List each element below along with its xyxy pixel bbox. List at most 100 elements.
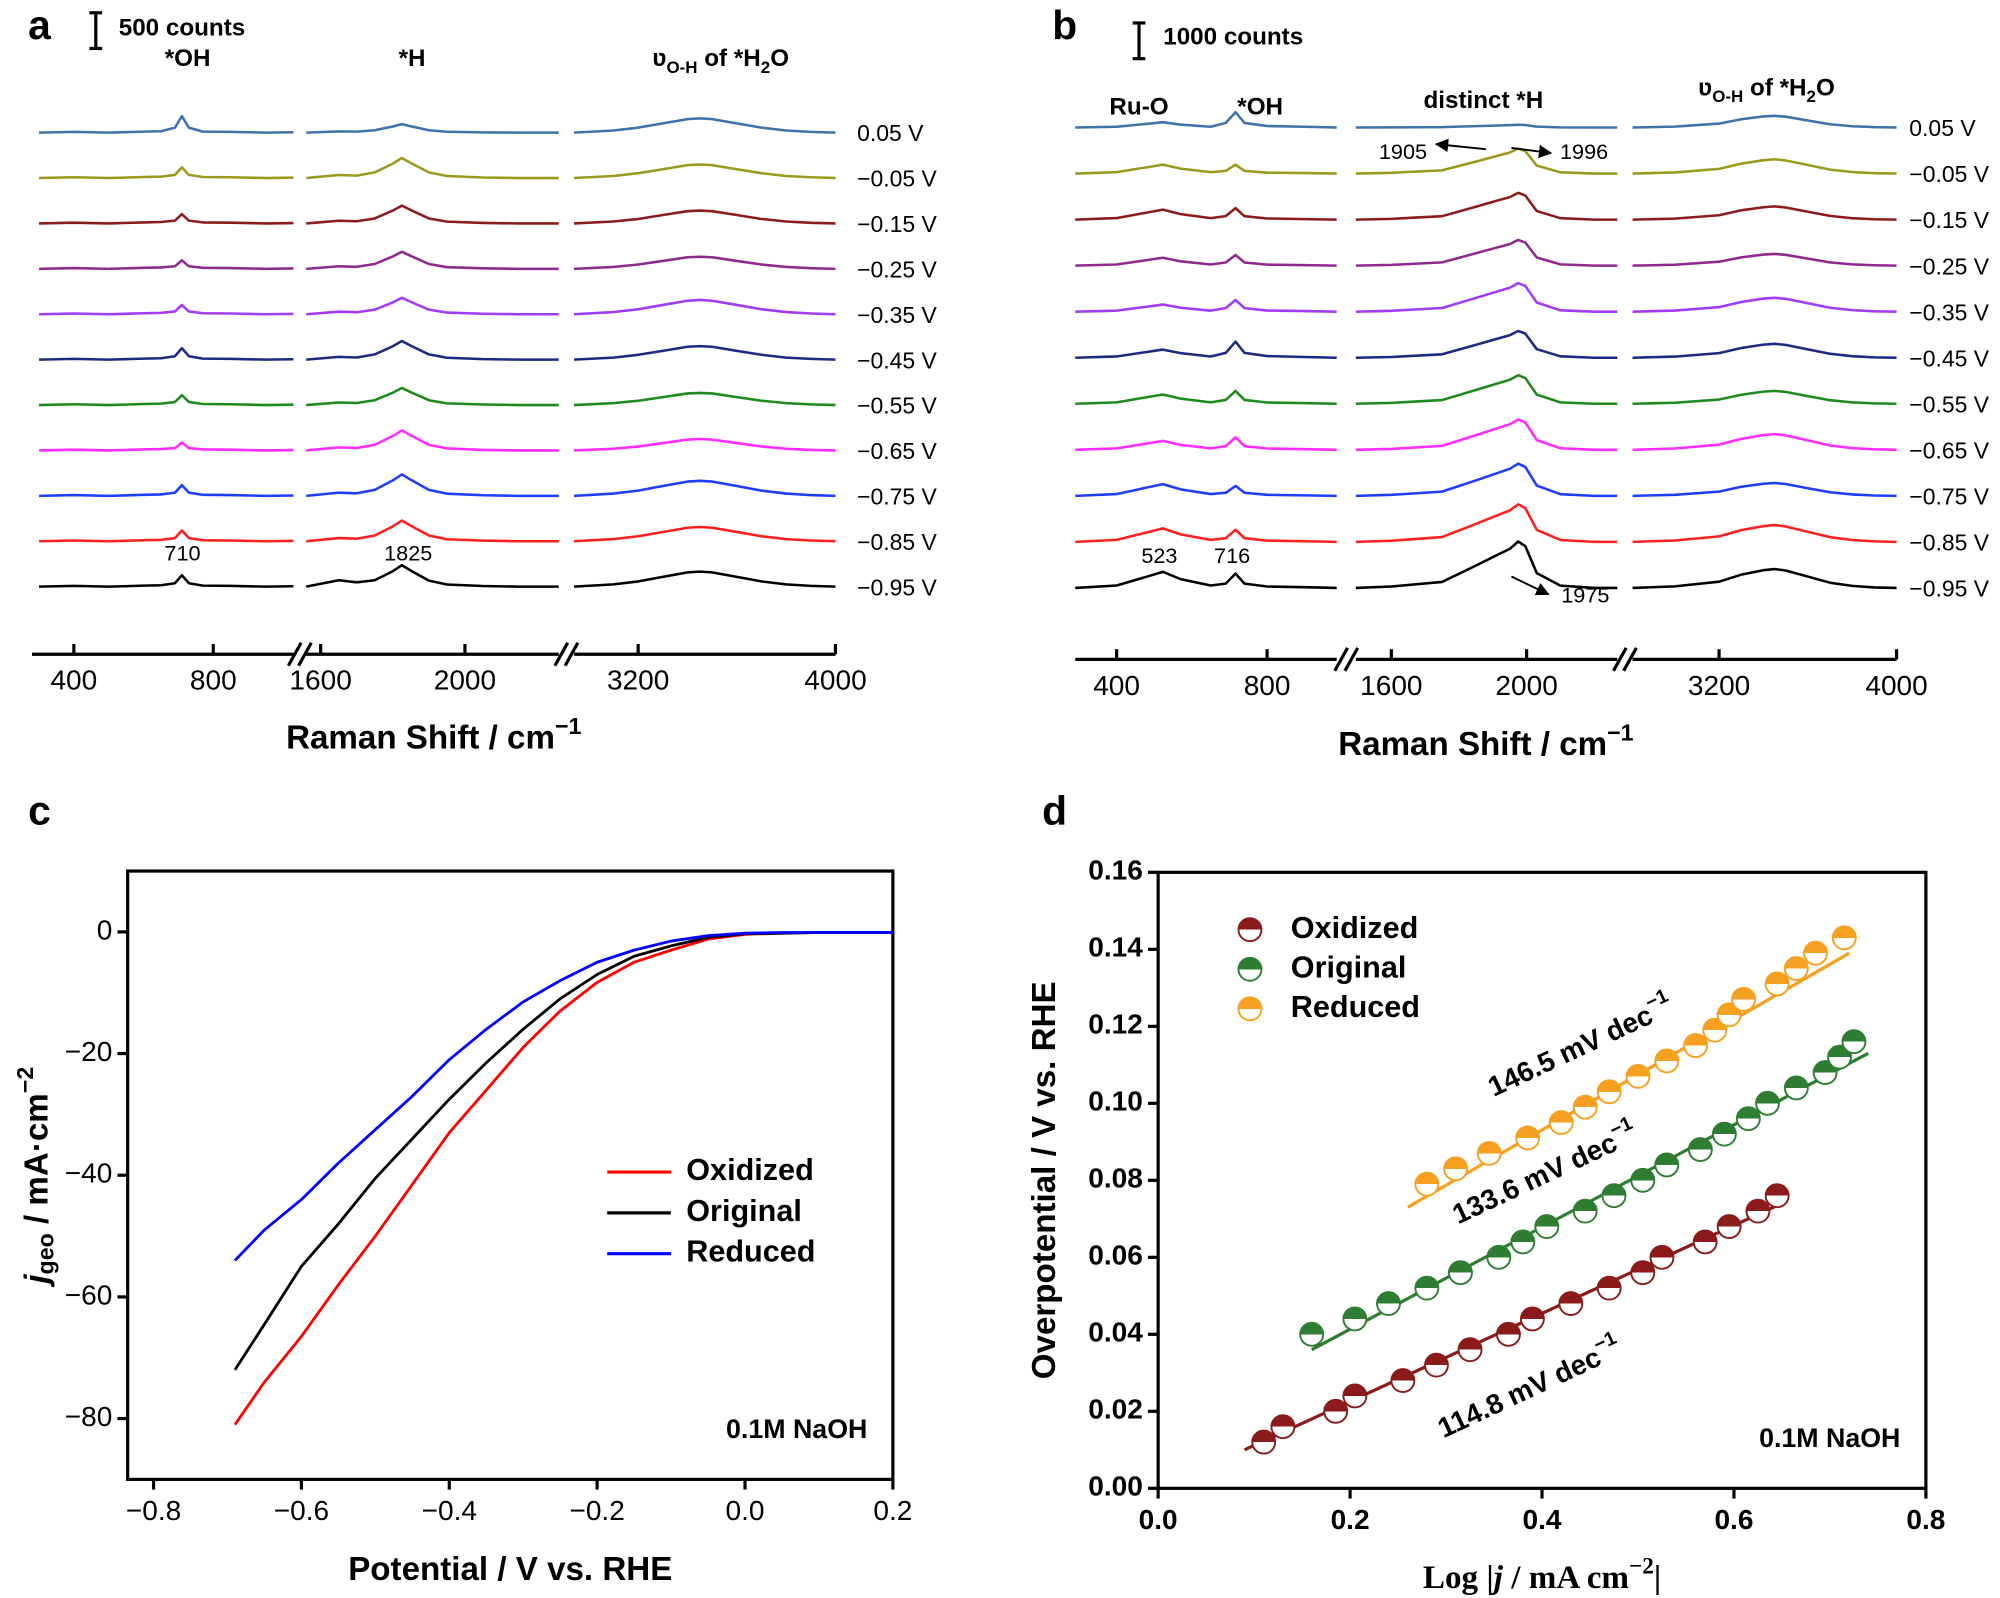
- spectrum-line: [1355, 123, 1618, 129]
- text-part: Log |: [1423, 1559, 1494, 1596]
- series-label: −0.55 V: [1909, 391, 1989, 417]
- data-point: [1457, 1337, 1483, 1363]
- y-tick-label: −40: [65, 1158, 113, 1189]
- axis-break: [1343, 647, 1360, 672]
- spectrum-line: [573, 298, 836, 316]
- series-label: −0.05 V: [857, 166, 937, 192]
- panel-label: c: [28, 787, 51, 833]
- y-tick-label: −80: [65, 1401, 113, 1432]
- x-tick-label: 0.0: [1139, 1504, 1178, 1535]
- peak-label: 1905: [1379, 139, 1427, 164]
- band-header: *OH: [1237, 94, 1283, 121]
- annotation: 0.1M NaOH: [726, 1414, 867, 1444]
- x-tick-label: 400: [50, 665, 97, 696]
- y-tick-label: 0: [97, 914, 113, 945]
- text-part: Potential / V vs. RHE: [348, 1551, 672, 1588]
- x-tick-label: 800: [1244, 670, 1291, 701]
- data-point: [1783, 956, 1809, 982]
- text-part: 146.5 mV dec: [1483, 1000, 1657, 1103]
- peak-label: 710: [164, 541, 200, 566]
- text-part: *OH: [1237, 94, 1283, 121]
- x-tick-label: 4000: [804, 665, 866, 696]
- text-part: ʋ: [1698, 75, 1712, 102]
- data-point: [1596, 1079, 1622, 1105]
- spectrum-line: [1075, 527, 1337, 544]
- y-tick-label: 0.12: [1088, 1009, 1143, 1040]
- spectrum-line: [1355, 462, 1618, 498]
- data-point: [1716, 1002, 1742, 1028]
- x-tick-label: 400: [1093, 670, 1140, 701]
- text-part: geo: [32, 1233, 58, 1274]
- x-tick-label: −0.4: [422, 1495, 477, 1526]
- y-tick-label: 0.16: [1088, 855, 1143, 886]
- data-point: [1448, 1260, 1473, 1286]
- spectrum-line: [573, 209, 836, 225]
- data-point: [1702, 1017, 1728, 1043]
- spectrum-line: [39, 529, 294, 543]
- spectrum-line: [1632, 205, 1897, 221]
- text-part: |: [1654, 1559, 1661, 1596]
- spectrum-line: [305, 563, 559, 588]
- series-label: −0.65 V: [1909, 437, 1989, 463]
- spectrum-line: [39, 441, 294, 452]
- x-tick-label: 0.6: [1714, 1504, 1753, 1535]
- text-part: Overpotential / V vs. RHE: [1026, 981, 1063, 1379]
- text-part: O: [1816, 75, 1835, 102]
- data-point: [1414, 1171, 1440, 1197]
- data-point: [1270, 1414, 1296, 1440]
- data-point: [1519, 1306, 1545, 1332]
- text-part: *H: [399, 45, 426, 72]
- band-header: *H: [399, 45, 426, 72]
- x-tick-label: −0.2: [569, 1495, 624, 1526]
- x-tick-label: 3200: [1688, 670, 1750, 701]
- data-point: [1495, 1321, 1521, 1347]
- panel-label: d: [1042, 787, 1067, 833]
- spectrum-line: [306, 156, 559, 180]
- spectrum-line: [1632, 296, 1897, 313]
- text-part: 2: [1807, 88, 1816, 107]
- series-label: −0.25 V: [1909, 253, 1989, 279]
- text-part: Ru-O: [1109, 94, 1168, 121]
- series-label: 0.05 V: [857, 120, 924, 146]
- data-point: [1687, 1137, 1713, 1162]
- scale-bar-label: 500 counts: [119, 15, 246, 42]
- series-label: −0.15 V: [857, 211, 937, 237]
- series-label: 0.05 V: [1909, 115, 1976, 141]
- spectrum-line: [1075, 482, 1337, 498]
- series-label: −0.35 V: [1909, 299, 1989, 325]
- series-label: −0.75 V: [857, 483, 937, 509]
- spectrum-line: [306, 429, 559, 452]
- spectrum-line: [573, 117, 836, 134]
- x-tick-label: 0.4: [1523, 1504, 1562, 1535]
- band-header: ʋO-H of *H2O: [1698, 75, 1835, 107]
- spectrum-line: [1075, 110, 1337, 129]
- spectrum-line: [1355, 147, 1618, 175]
- y-tick-label: −20: [65, 1036, 113, 1067]
- peak-label: 1975: [1561, 583, 1609, 608]
- series-label: −0.95 V: [1909, 576, 1989, 602]
- x-tick-label: 4000: [1865, 670, 1927, 701]
- spectrum-line: [1355, 191, 1618, 221]
- data-point: [1764, 971, 1790, 997]
- spectrum-line: [1632, 114, 1897, 129]
- series-label: −0.95 V: [857, 574, 937, 600]
- text-part: 2: [761, 58, 770, 77]
- data-point: [1711, 1121, 1737, 1147]
- series-label: −0.85 V: [857, 529, 937, 555]
- text-part: −1: [555, 713, 582, 739]
- spectrum-line: [573, 437, 836, 452]
- legend-label: Reduced: [686, 1235, 815, 1269]
- x-axis-title: Potential / V vs. RHE: [348, 1551, 672, 1588]
- y-tick-label: 0.02: [1088, 1394, 1143, 1425]
- spectrum-line: [573, 391, 836, 407]
- data-line: [233, 931, 893, 1262]
- text-part: O: [770, 45, 789, 72]
- data-point: [1755, 1090, 1780, 1116]
- axis-break: [297, 641, 313, 667]
- series-label: −0.75 V: [1909, 483, 1989, 509]
- x-tick-label: 2000: [1495, 670, 1557, 701]
- spectrum-line: [39, 303, 294, 316]
- band-header: distinct *H: [1423, 87, 1543, 114]
- y-tick-label: 0.00: [1088, 1471, 1143, 1502]
